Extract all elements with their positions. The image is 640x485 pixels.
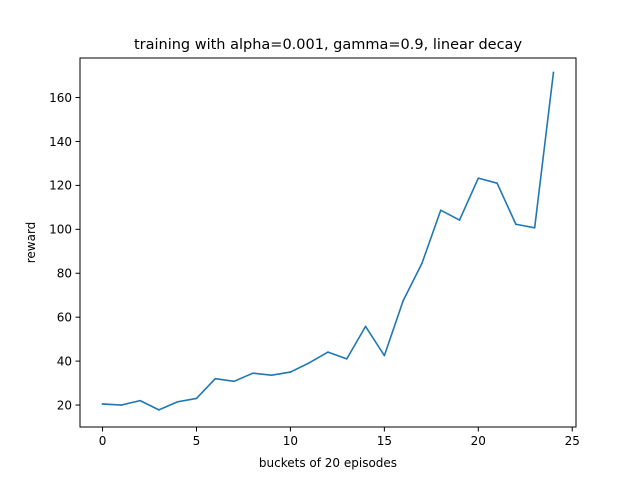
x-tick-label: 10 [283,434,298,448]
data-point [515,223,517,226]
data-point [120,404,123,406]
data-point [552,71,555,74]
y-tick-label: 100 [49,223,72,237]
data-point [364,325,367,328]
data-point [101,403,104,405]
data-point [139,399,141,402]
y-tick-label: 80 [57,267,72,281]
data-point [458,219,461,221]
y-axis-label: reward [24,222,38,264]
data-point [289,371,292,373]
y-tick-label: 20 [57,398,72,412]
y-tick-label: 160 [49,91,72,105]
x-tick-label: 5 [193,434,201,448]
data-point [252,372,254,374]
data-point [308,362,311,364]
data-point [402,299,404,302]
x-tick-label: 0 [99,434,107,448]
x-tick-label: 15 [377,434,392,448]
data-point [383,354,386,357]
y-tick-label: 120 [49,179,72,193]
y-tick-label: 40 [57,354,72,368]
data-point [327,351,329,353]
y-tick-label: 140 [49,135,72,149]
x-axis-label: buckets of 20 episodes [259,456,397,470]
x-tick-label: 20 [471,434,486,448]
data-point [158,409,160,411]
data-point [233,380,235,383]
data-point [496,182,498,184]
plot-frame [79,57,577,428]
data-point [439,209,442,212]
data-point [195,397,198,400]
data-point [345,358,348,360]
chart-title: training with alpha=0.001, gamma=0.9, li… [134,37,522,53]
y-tick-label: 60 [57,310,72,324]
data-point [477,177,480,179]
data-point [176,400,179,403]
data-point [214,377,217,380]
data-point [270,374,273,376]
data-point [421,262,423,265]
data-point [533,226,536,229]
x-tick-label: 25 [565,434,580,448]
